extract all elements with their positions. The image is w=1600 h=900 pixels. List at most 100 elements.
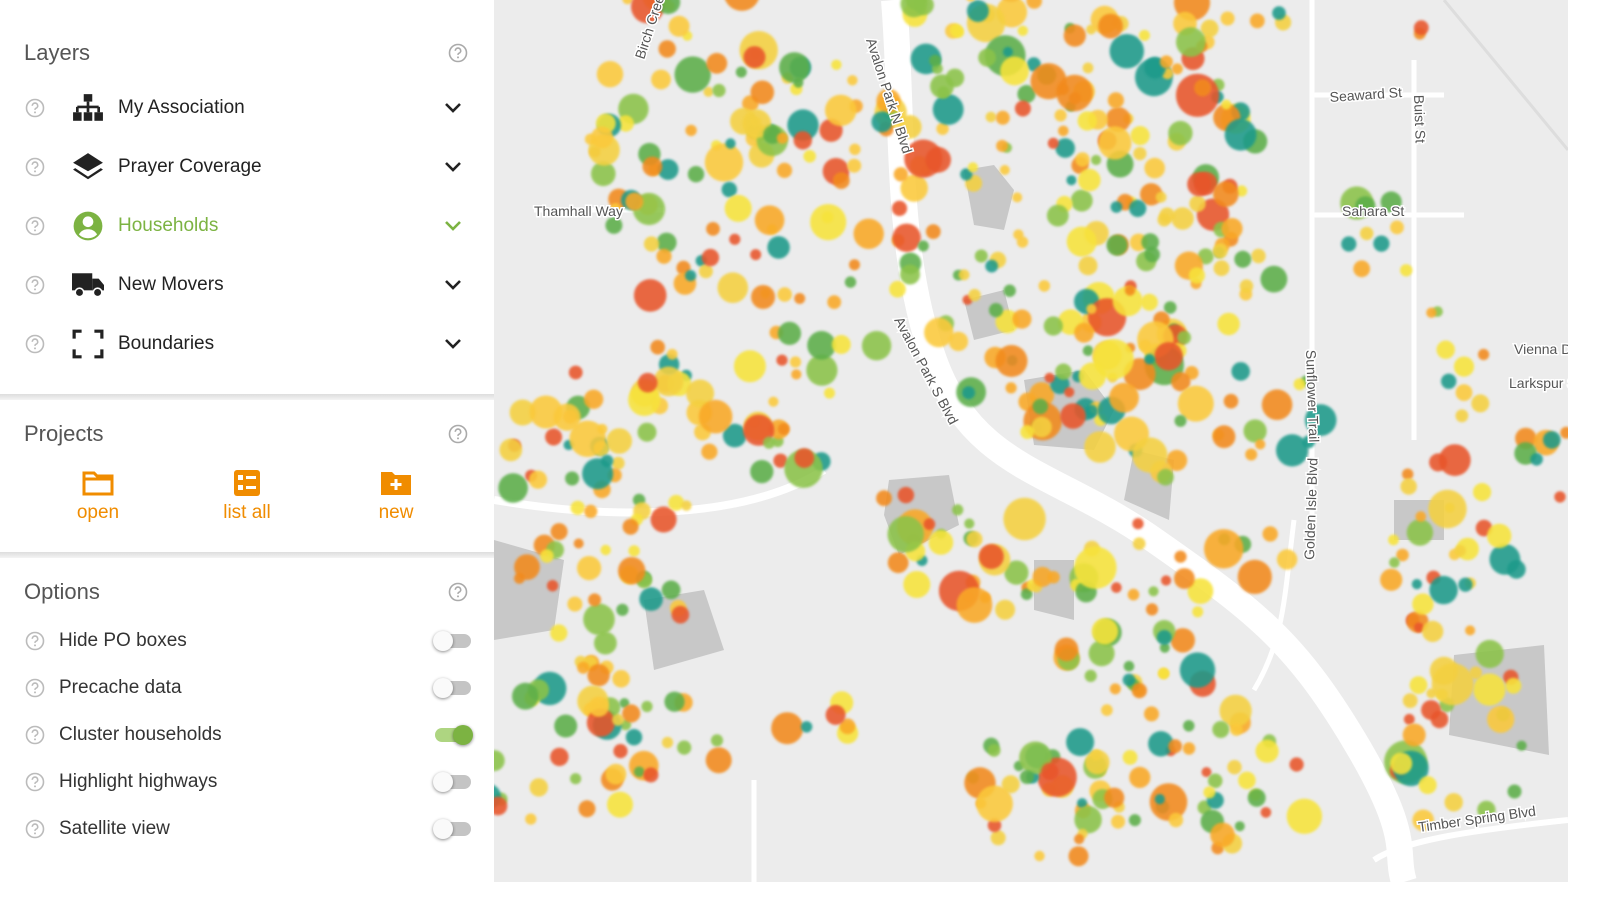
cluster-marker[interactable] — [710, 734, 724, 747]
cluster-marker[interactable] — [1234, 250, 1252, 268]
cluster-marker[interactable] — [729, 233, 741, 245]
help-icon[interactable] — [25, 725, 45, 745]
cluster-marker[interactable] — [1084, 404, 1098, 418]
cluster-marker[interactable] — [1139, 29, 1150, 41]
expand-chevron[interactable] — [443, 334, 463, 354]
cluster-marker[interactable] — [1516, 740, 1527, 751]
cluster-marker[interactable] — [1239, 279, 1254, 293]
cluster-marker[interactable] — [1413, 622, 1424, 633]
cluster-marker[interactable] — [1360, 226, 1374, 241]
cluster-marker[interactable] — [978, 544, 1004, 569]
cluster-marker[interactable] — [686, 379, 715, 408]
cluster-marker[interactable] — [1123, 660, 1135, 672]
cluster-marker[interactable] — [773, 453, 788, 468]
cluster-marker[interactable] — [565, 471, 580, 486]
cluster-marker[interactable] — [889, 280, 906, 298]
cluster-marker[interactable] — [1001, 775, 1020, 794]
cluster-marker[interactable] — [1418, 776, 1437, 795]
cluster-marker[interactable] — [550, 747, 569, 767]
cluster-marker[interactable] — [776, 162, 793, 178]
cluster-marker[interactable] — [958, 269, 970, 281]
cluster-marker[interactable] — [1012, 192, 1023, 203]
cluster-marker[interactable] — [569, 420, 606, 457]
cluster-marker[interactable] — [1245, 448, 1258, 461]
cluster-marker[interactable] — [1005, 382, 1017, 394]
cluster-marker[interactable] — [1402, 468, 1414, 480]
list-all-button[interactable]: list all — [187, 470, 307, 524]
cluster-marker[interactable] — [1163, 301, 1177, 314]
cluster-marker[interactable] — [779, 52, 810, 83]
cluster-marker[interactable] — [650, 339, 665, 355]
cluster-marker[interactable] — [591, 161, 616, 187]
cluster-marker[interactable] — [1074, 546, 1117, 589]
cluster-marker[interactable] — [671, 605, 690, 624]
cluster-marker[interactable] — [1255, 739, 1279, 763]
cluster-marker[interactable] — [1426, 688, 1437, 699]
cluster-marker[interactable] — [606, 428, 632, 454]
cluster-marker[interactable] — [570, 773, 582, 785]
cluster-marker[interactable] — [743, 46, 766, 69]
cluster-marker[interactable] — [754, 205, 785, 235]
cluster-marker[interactable] — [1133, 147, 1147, 161]
help-icon[interactable] — [25, 216, 45, 236]
cluster-marker[interactable] — [554, 714, 578, 738]
cluster-marker[interactable] — [600, 544, 611, 556]
cluster-marker[interactable] — [776, 354, 788, 366]
cluster-marker[interactable] — [1159, 642, 1170, 653]
cluster-marker[interactable] — [1070, 189, 1093, 212]
cluster-marker[interactable] — [793, 131, 812, 150]
cluster-marker[interactable] — [1129, 766, 1151, 789]
cluster-marker[interactable] — [1179, 652, 1216, 688]
cluster-marker[interactable] — [1380, 191, 1402, 213]
cluster-marker[interactable] — [1141, 233, 1159, 251]
cluster-marker[interactable] — [1105, 107, 1131, 132]
cluster-marker[interactable] — [656, 232, 677, 253]
cluster-marker[interactable] — [1221, 218, 1243, 240]
cluster-marker[interactable] — [923, 518, 936, 530]
cluster-marker[interactable] — [1055, 363, 1072, 380]
cluster-marker[interactable] — [897, 486, 915, 504]
cluster-marker[interactable] — [1156, 630, 1172, 645]
cluster-marker[interactable] — [1157, 468, 1174, 486]
cluster-marker[interactable] — [701, 248, 720, 267]
cluster-marker[interactable] — [550, 624, 568, 642]
cluster-marker[interactable] — [1560, 426, 1568, 439]
cluster-marker[interactable] — [568, 365, 583, 380]
cluster-marker[interactable] — [1212, 425, 1236, 449]
cluster-marker[interactable] — [768, 396, 779, 407]
cluster-marker[interactable] — [794, 448, 815, 468]
cluster-marker[interactable] — [900, 174, 928, 202]
cluster-marker[interactable] — [1251, 248, 1266, 264]
cluster-marker[interactable] — [831, 335, 851, 354]
cluster-marker[interactable] — [677, 740, 692, 755]
cluster-marker[interactable] — [578, 800, 596, 818]
cluster-marker[interactable] — [1453, 356, 1475, 377]
cluster-marker[interactable] — [966, 0, 989, 22]
cluster-marker[interactable] — [968, 288, 981, 302]
cluster-marker[interactable] — [1063, 24, 1086, 47]
layer-label[interactable]: Prayer Coverage — [118, 156, 262, 177]
cluster-marker[interactable] — [1213, 181, 1239, 207]
cluster-marker[interactable] — [900, 0, 928, 18]
cluster-marker[interactable] — [1066, 175, 1077, 186]
cluster-marker[interactable] — [1341, 236, 1357, 252]
cluster-marker[interactable] — [1203, 786, 1216, 799]
cluster-marker[interactable] — [594, 631, 617, 655]
cluster-marker[interactable] — [1489, 544, 1521, 575]
cluster-marker[interactable] — [1168, 812, 1184, 828]
cluster-marker[interactable] — [807, 331, 836, 360]
cluster-marker[interactable] — [750, 80, 775, 105]
cluster-marker[interactable] — [1032, 566, 1053, 587]
cluster-marker[interactable] — [1543, 431, 1561, 449]
cluster-marker[interactable] — [791, 369, 802, 380]
cluster-marker[interactable] — [1176, 27, 1206, 57]
cluster-marker[interactable] — [1465, 625, 1476, 636]
cluster-marker[interactable] — [546, 580, 559, 592]
cluster-marker[interactable] — [724, 0, 760, 11]
cluster-marker[interactable] — [1201, 767, 1212, 778]
cluster-marker[interactable] — [1475, 639, 1504, 669]
cluster-marker[interactable] — [685, 270, 697, 282]
cluster-marker[interactable] — [725, 138, 736, 149]
cluster-marker[interactable] — [1223, 393, 1239, 409]
cluster-marker[interactable] — [948, 331, 969, 352]
